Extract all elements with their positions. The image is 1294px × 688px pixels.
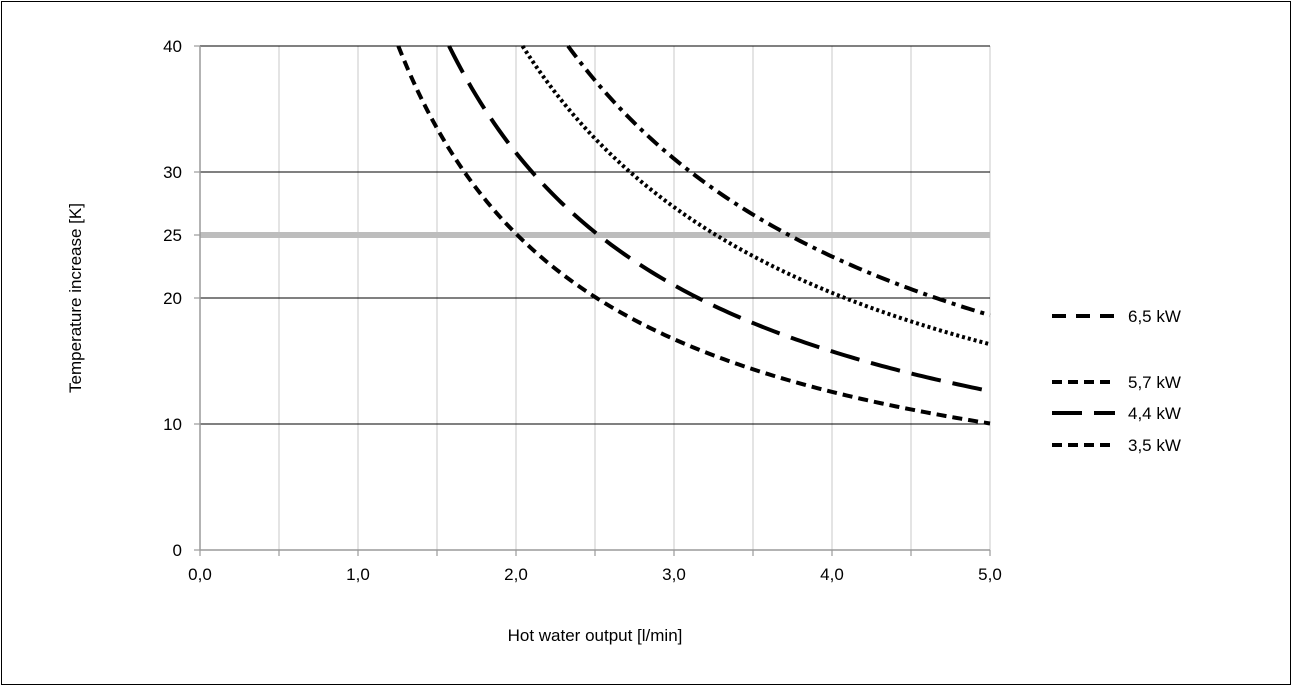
y-tick-label: 20 (163, 289, 182, 308)
legend-label: 4,4 kW (1128, 404, 1181, 423)
x-tick-label: 3,0 (662, 565, 686, 584)
y-tick-labels: 0 10 20 25 30 40 (163, 37, 182, 560)
legend: 6,5 kW 5,7 kW 4,4 kW 3,5 kW (1052, 307, 1181, 455)
series-lines (396, 44, 991, 426)
series-line-4-4-kw (447, 45, 991, 394)
x-axis-title: Hot water output [l/min] (508, 626, 683, 645)
x-tick-label: 2,0 (504, 565, 528, 584)
legend-label: 5,7 kW (1128, 373, 1181, 392)
legend-label: 6,5 kW (1128, 307, 1181, 326)
x-tick-labels: 0,0 1,0 2,0 3,0 4,0 5,0 (188, 565, 1002, 584)
y-tick-label: 0 (173, 541, 182, 560)
legend-label: 3,5 kW (1128, 436, 1181, 455)
series-line-3-5-kw (396, 45, 991, 426)
x-tick-label: 4,0 (820, 565, 844, 584)
y-axis-title: Temperature increase [K] (66, 203, 85, 393)
x-tick-label: 0,0 (188, 565, 212, 584)
axes (194, 45, 991, 556)
series-line-6-5-kw (566, 44, 991, 318)
y-tick-label: 10 (163, 415, 182, 434)
y-tick-label: 25 (163, 226, 182, 245)
x-tick-label: 1,0 (346, 565, 370, 584)
y-tick-label: 40 (163, 37, 182, 56)
x-tick-label: 5,0 (978, 565, 1002, 584)
y-tick-label: 30 (163, 163, 182, 182)
series-line-5-7-kw (520, 44, 991, 347)
